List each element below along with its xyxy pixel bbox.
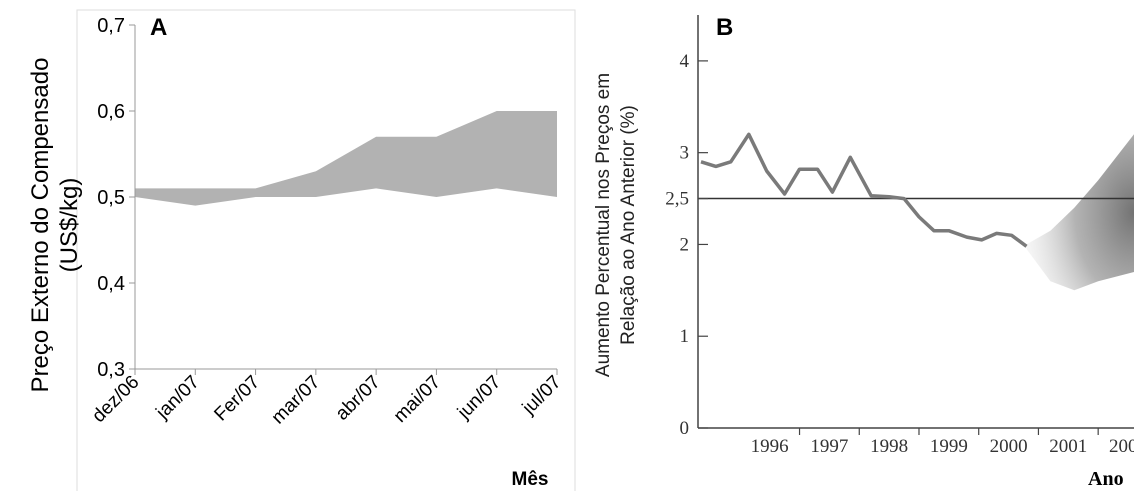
x-tick-label: abr/07 <box>332 372 385 425</box>
y-tick-label: 0,4 <box>97 273 125 295</box>
y-tick-label: 2 <box>680 234 690 255</box>
x-axis-label: Ano <box>1088 468 1124 490</box>
x-tick-label: 2002 <box>1109 436 1134 457</box>
x-tick-label: 1996 <box>751 436 789 457</box>
x-tick-label: 1997 <box>810 436 848 457</box>
x-axis-label: Mês <box>512 469 549 490</box>
y-axis-label-line2: (US$/kg) <box>56 178 83 273</box>
x-tick-label: 1998 <box>870 436 908 457</box>
x-tick-label: 1999 <box>930 436 968 457</box>
y-tick-label: 0,3 <box>97 359 125 381</box>
x-tick-label: Fer/07 <box>210 372 264 426</box>
price-range-area <box>135 111 557 206</box>
x-tick-label: jan/07 <box>152 372 204 424</box>
y-tick-label: 4 <box>680 51 690 72</box>
forecast-fan <box>1026 134 1134 291</box>
x-tick-label: 2001 <box>1049 436 1087 457</box>
y-tick-label: 1 <box>680 326 690 347</box>
panel-b-letter: B <box>716 14 733 41</box>
x-tick-label: mai/07 <box>390 372 445 427</box>
x-tick-label: jul/07 <box>518 372 566 420</box>
x-tick-label: mar/07 <box>268 372 325 429</box>
chart-panel-a: 0,30,40,50,60,7 dez/06 jan/07 Fer/07 mar/07… <box>27 9 576 491</box>
y-tick-label: 0,6 <box>97 101 125 123</box>
y-tick-label: 2,5 <box>665 189 689 210</box>
x-tick-label: 2000 <box>990 436 1028 457</box>
y-tick-label: 3 <box>680 143 690 164</box>
y-tick-label: 0,7 <box>97 15 125 37</box>
panel-a-letter: A <box>150 14 167 41</box>
y-axis-label-line1: Aumento Percentual nos Preços em <box>593 73 614 377</box>
y-tick-label: 0 <box>680 418 690 439</box>
panel-a-frame <box>76 9 576 491</box>
x-tick-label: jun/07 <box>453 372 505 424</box>
price-change-line <box>700 132 1028 248</box>
y-tick-label: 0,5 <box>97 187 125 209</box>
y-axis-label-line1: Preço Externo do Compensado <box>27 58 54 393</box>
y-axis-label-line2: Relação ao Ano Anterior (%) <box>618 105 639 345</box>
